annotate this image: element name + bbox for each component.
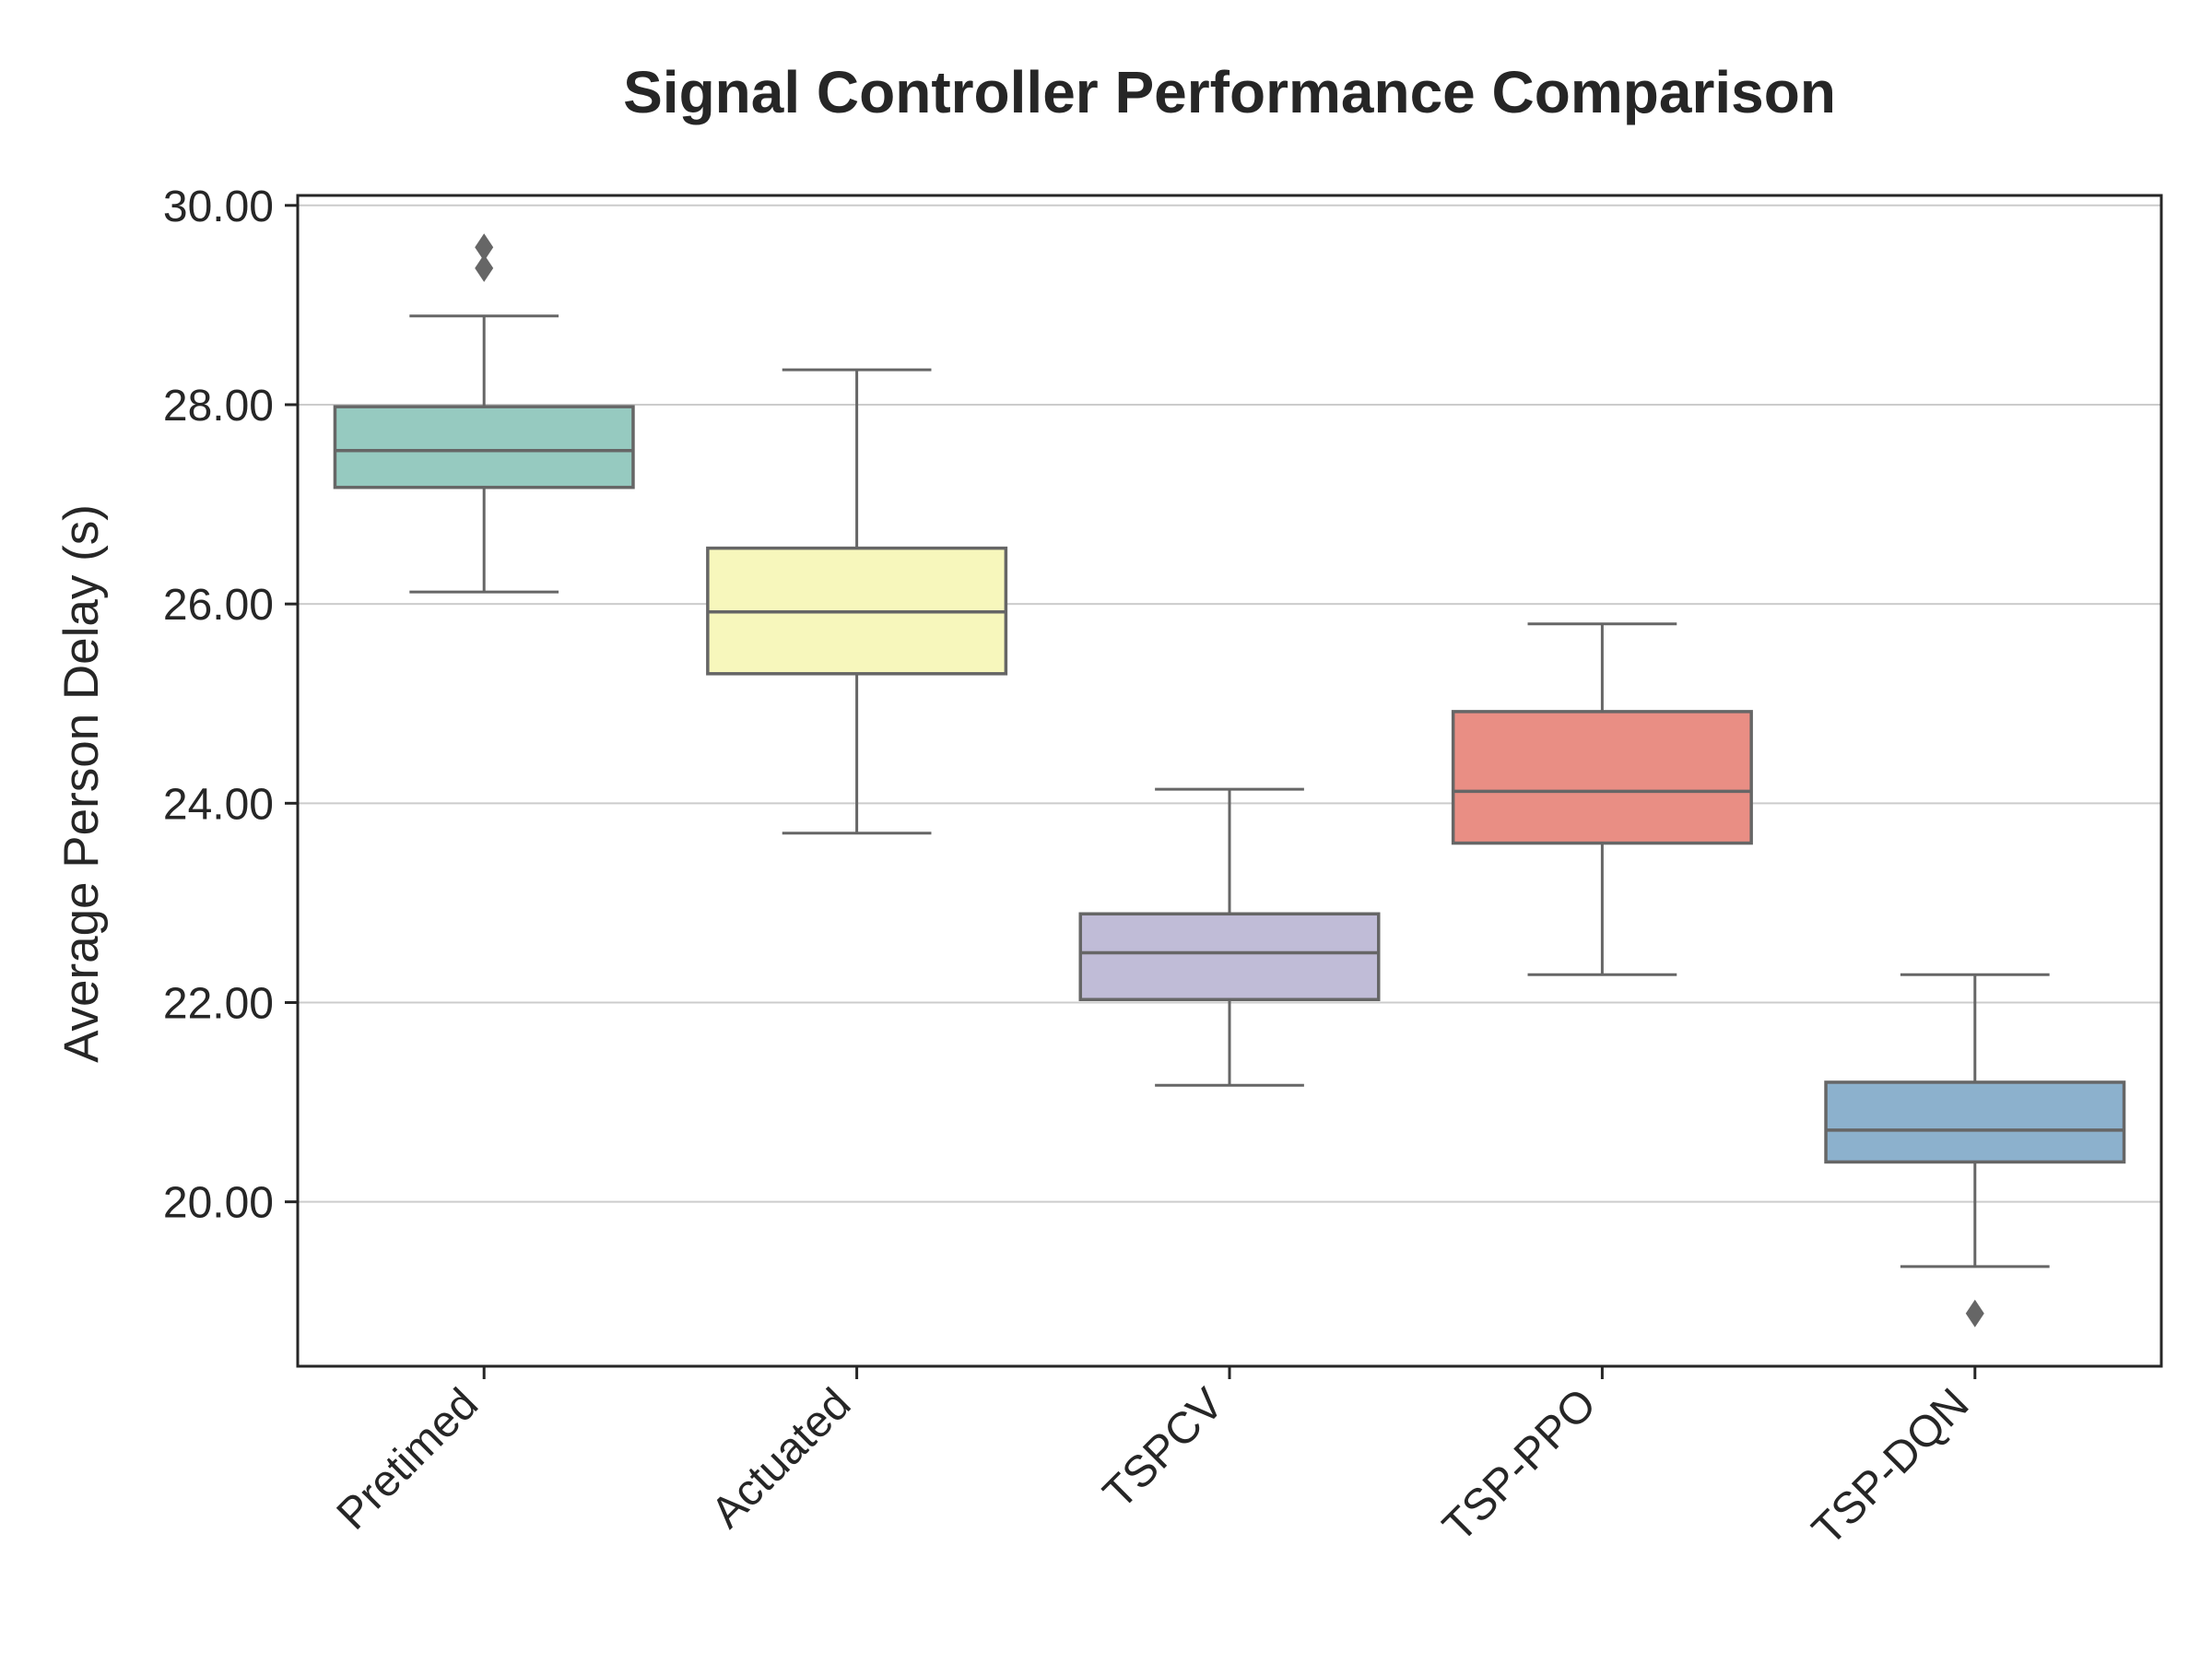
x-tick-label: TSPCV — [1094, 1379, 1233, 1518]
plot-frame — [296, 194, 2163, 1368]
x-tick-label: Actuated — [702, 1379, 860, 1537]
x-tick-label: TSP-PPO — [1434, 1379, 1606, 1551]
x-tick-label: TSP-DQN — [1803, 1379, 1978, 1554]
y-axis: 20.00 22.00 24.00 26.00 28.00 30.00 — [163, 183, 298, 1228]
outlier-point — [1965, 1299, 1984, 1328]
box-group-actuated — [706, 368, 1008, 835]
x-tick-label: Pretimed — [328, 1379, 488, 1539]
y-tick-label: 28.00 — [163, 382, 274, 431]
y-tick-label: 26.00 — [163, 581, 274, 630]
box-iqr — [1824, 1080, 2126, 1164]
box-iqr — [1451, 710, 1753, 845]
outlier-point — [475, 233, 494, 262]
y-axis-label: Average Person Delay (s) — [54, 504, 109, 1063]
box-group-tspcv — [1078, 787, 1381, 1087]
box-group-tsp-dqn — [1824, 973, 2126, 1328]
chart-title: Signal Controller Performance Comparison — [623, 59, 1836, 125]
box-group-tsp-ppo — [1451, 622, 1753, 976]
box-group-pretimed — [333, 233, 635, 594]
box-iqr — [333, 405, 635, 490]
y-tick-label: 24.00 — [163, 780, 274, 829]
y-tick-label: 30.00 — [163, 183, 274, 231]
box-iqr — [1078, 912, 1381, 1001]
plot-area — [333, 233, 2126, 1328]
x-axis: Pretimed Actuated TSPCV TSP-PPO TSP-DQN — [328, 1366, 1979, 1555]
y-tick-label: 22.00 — [163, 979, 274, 1028]
y-tick-label: 20.00 — [163, 1179, 274, 1228]
outlier-point — [475, 254, 494, 282]
